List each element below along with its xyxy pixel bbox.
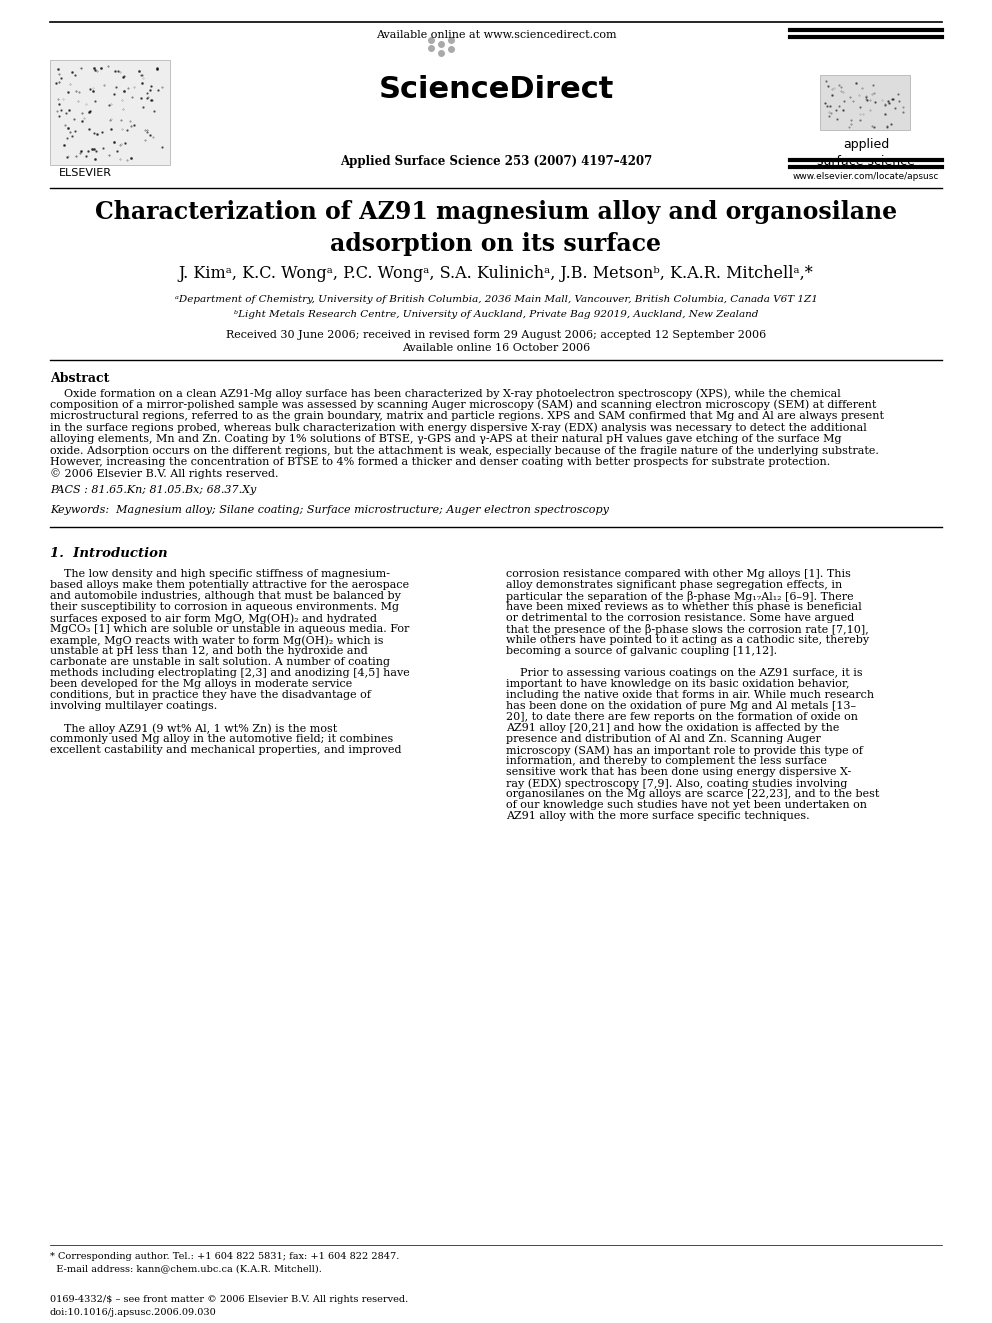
Text: PACS : 81.65.Kn; 81.05.Bx; 68.37.Xy: PACS : 81.65.Kn; 81.05.Bx; 68.37.Xy [50,486,256,495]
Text: ᵇLight Metals Research Centre, University of Auckland, Private Bag 92019, Auckla: ᵇLight Metals Research Centre, Universit… [234,310,758,319]
Text: alloying elements, Mn and Zn. Coating by 1% solutions of BTSE, γ-GPS and γ-APS a: alloying elements, Mn and Zn. Coating by… [50,434,841,445]
Text: have been mixed reviews as to whether this phase is beneficial: have been mixed reviews as to whether th… [506,602,862,613]
Text: including the native oxide that forms in air. While much research: including the native oxide that forms in… [506,691,874,700]
Text: excellent castability and mechanical properties, and improved: excellent castability and mechanical pro… [50,745,402,755]
Text: MgCO₃ [1] which are soluble or unstable in aqueous media. For: MgCO₃ [1] which are soluble or unstable … [50,624,410,634]
Text: while others have pointed to it acting as a cathodic site, thereby: while others have pointed to it acting a… [506,635,869,646]
Text: ray (EDX) spectroscopy [7,9]. Also, coating studies involving: ray (EDX) spectroscopy [7,9]. Also, coat… [506,778,847,789]
Text: example, MgO reacts with water to form Mg(OH)₂ which is: example, MgO reacts with water to form M… [50,635,384,646]
Text: The alloy AZ91 (9 wt% Al, 1 wt% Zn) is the most: The alloy AZ91 (9 wt% Al, 1 wt% Zn) is t… [50,722,337,733]
Text: Available online at www.sciencedirect.com: Available online at www.sciencedirect.co… [376,30,616,40]
Text: 0169-4332/$ – see front matter © 2006 Elsevier B.V. All rights reserved.
doi:10.: 0169-4332/$ – see front matter © 2006 El… [50,1295,409,1318]
Text: ScienceDirect: ScienceDirect [378,75,614,105]
Text: microstructural regions, referred to as the grain boundary, matrix and particle : microstructural regions, referred to as … [50,411,884,421]
Text: of our knowledge such studies have not yet been undertaken on: of our knowledge such studies have not y… [506,800,867,810]
Text: 1.  Introduction: 1. Introduction [50,546,168,560]
Text: particular the separation of the β-phase Mg₁₇Al₁₂ [6–9]. There: particular the separation of the β-phase… [506,591,854,602]
Text: composition of a mirror-polished sample was assessed by scanning Auger microscop: composition of a mirror-polished sample … [50,400,876,410]
Text: AZ91 alloy [20,21] and how the oxidation is affected by the: AZ91 alloy [20,21] and how the oxidation… [506,722,839,733]
Text: oxide. Adsorption occurs on the different regions, but the attachment is weak, e: oxide. Adsorption occurs on the differen… [50,446,879,455]
Text: methods including electroplating [2,3] and anodizing [4,5] have: methods including electroplating [2,3] a… [50,668,410,677]
Text: The low density and high specific stiffness of magnesium-: The low density and high specific stiffn… [50,569,390,579]
Text: information, and thereby to complement the less surface: information, and thereby to complement t… [506,755,827,766]
Text: Applied Surface Science 253 (2007) 4197–4207: Applied Surface Science 253 (2007) 4197–… [340,155,652,168]
Text: ELSEVIER: ELSEVIER [59,168,111,179]
Text: been developed for the Mg alloys in moderate service: been developed for the Mg alloys in mode… [50,679,352,689]
FancyBboxPatch shape [820,75,910,130]
Text: surfaces exposed to air form MgO, Mg(OH)₂ and hydrated: surfaces exposed to air form MgO, Mg(OH)… [50,613,377,623]
Text: However, increasing the concentration of BTSE to 4% formed a thicker and denser : However, increasing the concentration of… [50,456,830,467]
Text: Oxide formation on a clean AZ91-Mg alloy surface has been characterized by X-ray: Oxide formation on a clean AZ91-Mg alloy… [50,388,841,398]
Text: and automobile industries, although that must be balanced by: and automobile industries, although that… [50,591,401,601]
Text: alloy demonstrates significant phase segregation effects, in: alloy demonstrates significant phase seg… [506,579,842,590]
Text: Available online 16 October 2006: Available online 16 October 2006 [402,343,590,353]
Text: in the surface regions probed, whereas bulk characterization with energy dispers: in the surface regions probed, whereas b… [50,422,867,433]
Text: AZ91 alloy with the more surface specific techniques.: AZ91 alloy with the more surface specifi… [506,811,809,822]
Text: carbonate are unstable in salt solution. A number of coating: carbonate are unstable in salt solution.… [50,658,390,667]
Text: Received 30 June 2006; received in revised form 29 August 2006; accepted 12 Sept: Received 30 June 2006; received in revis… [226,329,766,340]
Text: applied
surface science: applied surface science [817,138,915,168]
Text: 20], to date there are few reports on the formation of oxide on: 20], to date there are few reports on th… [506,712,858,722]
Text: presence and distribution of Al and Zn. Scanning Auger: presence and distribution of Al and Zn. … [506,734,820,744]
Text: important to have knowledge on its basic oxidation behavior,: important to have knowledge on its basic… [506,679,849,689]
Text: Abstract: Abstract [50,372,109,385]
Text: © 2006 Elsevier B.V. All rights reserved.: © 2006 Elsevier B.V. All rights reserved… [50,468,279,479]
Text: organosilanes on the Mg alloys are scarce [22,23], and to the best: organosilanes on the Mg alloys are scarc… [506,789,879,799]
Text: ᵃDepartment of Chemistry, University of British Columbia, 2036 Main Mall, Vancou: ᵃDepartment of Chemistry, University of … [175,295,817,304]
Text: that the presence of the β-phase slows the corrosion rate [7,10],: that the presence of the β-phase slows t… [506,624,869,635]
Text: unstable at pH less than 12, and both the hydroxide and: unstable at pH less than 12, and both th… [50,646,368,656]
Text: has been done on the oxidation of pure Mg and Al metals [13–: has been done on the oxidation of pure M… [506,701,856,710]
Text: becoming a source of galvanic coupling [11,12].: becoming a source of galvanic coupling [… [506,646,777,656]
Text: Characterization of AZ91 magnesium alloy and organosilane
adsorption on its surf: Characterization of AZ91 magnesium alloy… [95,200,897,255]
Text: based alloys make them potentially attractive for the aerospace: based alloys make them potentially attra… [50,579,409,590]
Text: Prior to assessing various coatings on the AZ91 surface, it is: Prior to assessing various coatings on t… [506,668,863,677]
Text: Keywords:  Magnesium alloy; Silane coating; Surface microstructure; Auger electr: Keywords: Magnesium alloy; Silane coatin… [50,505,609,515]
Text: www.elsevier.com/locate/apsusc: www.elsevier.com/locate/apsusc [793,172,939,181]
FancyBboxPatch shape [50,60,170,165]
Text: corrosion resistance compared with other Mg alloys [1]. This: corrosion resistance compared with other… [506,569,851,579]
Text: J. Kimᵃ, K.C. Wongᵃ, P.C. Wongᵃ, S.A. Kulinichᵃ, J.B. Metsonᵇ, K.A.R. Mitchellᵃ,: J. Kimᵃ, K.C. Wongᵃ, P.C. Wongᵃ, S.A. Ku… [179,265,813,282]
Text: involving multilayer coatings.: involving multilayer coatings. [50,701,217,710]
Text: conditions, but in practice they have the disadvantage of: conditions, but in practice they have th… [50,691,371,700]
Text: sensitive work that has been done using energy dispersive X-: sensitive work that has been done using … [506,767,851,777]
Text: microscopy (SAM) has an important role to provide this type of: microscopy (SAM) has an important role t… [506,745,863,755]
Text: their susceptibility to corrosion in aqueous environments. Mg: their susceptibility to corrosion in aqu… [50,602,399,613]
Text: * Corresponding author. Tel.: +1 604 822 5831; fax: +1 604 822 2847.
  E-mail ad: * Corresponding author. Tel.: +1 604 822… [50,1252,400,1274]
Text: or detrimental to the corrosion resistance. Some have argued: or detrimental to the corrosion resistan… [506,613,854,623]
Text: commonly used Mg alloy in the automotive field; it combines: commonly used Mg alloy in the automotive… [50,734,393,744]
